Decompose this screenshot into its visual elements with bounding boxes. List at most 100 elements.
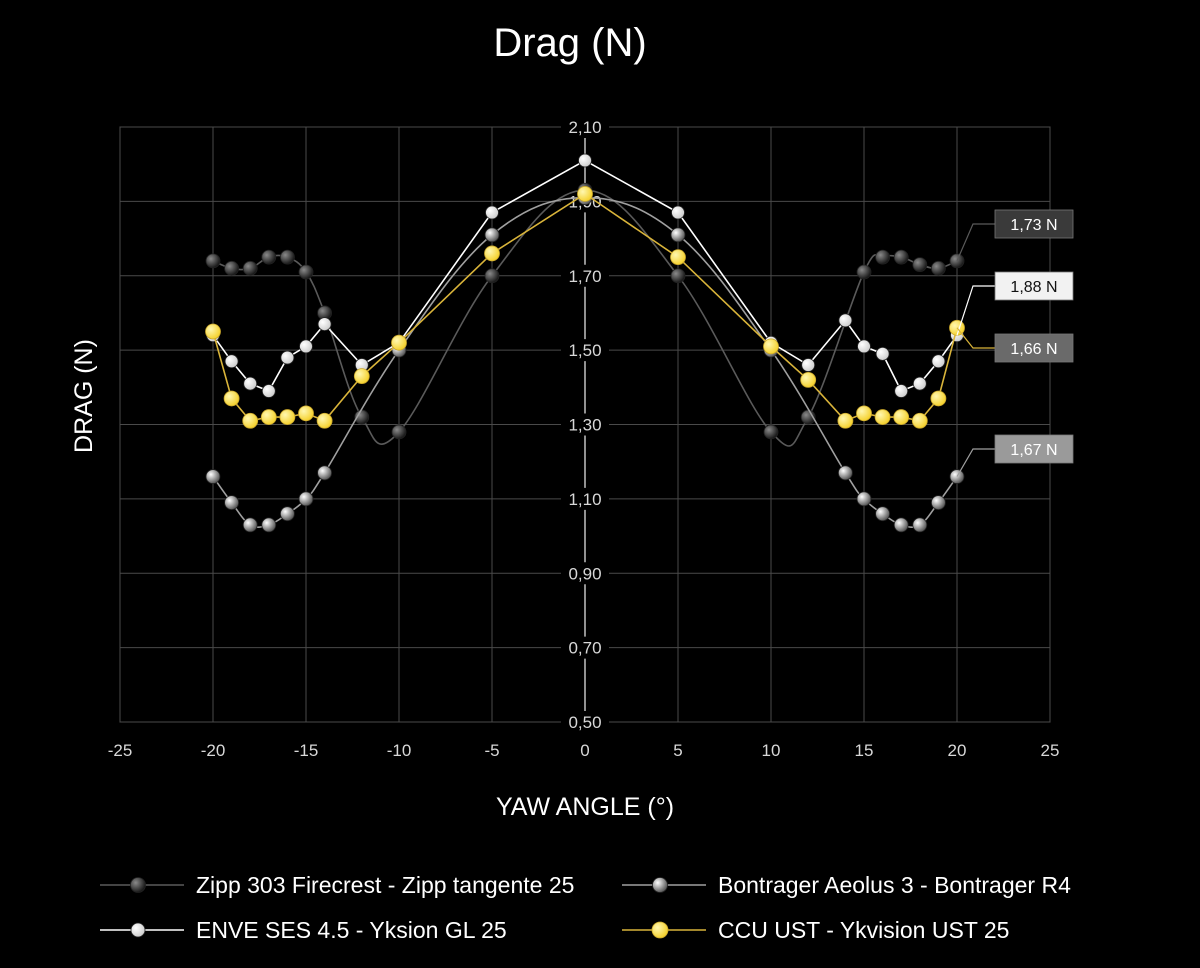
data-point — [875, 506, 890, 522]
end-label-leader — [956, 448, 995, 477]
legend-label: Zipp 303 Firecrest - Zipp tangente 25 — [196, 872, 574, 898]
series-layer — [205, 153, 965, 533]
legend-marker — [652, 877, 668, 893]
data-point — [224, 495, 240, 510]
data-point — [577, 186, 593, 202]
y-tick-label: 2,10 — [568, 118, 601, 137]
data-point — [838, 465, 853, 481]
data-point — [838, 313, 853, 328]
data-point — [875, 249, 890, 265]
legend: Zipp 303 Firecrest - Zipp tangente 25 Bon… — [100, 872, 1071, 943]
data-point — [875, 346, 890, 361]
y-tick-labels: 0,500,700,901,101,301,501,701,902,10 — [561, 116, 609, 733]
data-point — [893, 249, 909, 265]
data-point — [670, 227, 686, 243]
legend-item-4: CCU UST - Ykvision UST 25 — [622, 917, 1009, 943]
y-tick-label: 1,50 — [568, 341, 601, 360]
series-4 — [205, 186, 965, 429]
data-point — [298, 264, 314, 280]
legend-marker — [130, 922, 146, 938]
legend-label: Bontrager Aeolus 3 - Bontrager R4 — [718, 872, 1071, 898]
data-point — [316, 412, 333, 429]
end-label-text: 1,66 N — [1010, 341, 1057, 358]
data-point — [763, 424, 779, 440]
y-tick-label: 0,90 — [568, 564, 601, 583]
data-point — [242, 260, 258, 276]
y-tick-bg — [561, 636, 609, 659]
data-point — [223, 390, 240, 407]
data-point — [856, 491, 872, 507]
data-point — [800, 371, 817, 388]
y-axis-title: DRAG (N) — [70, 339, 98, 453]
x-tick-label: 15 — [855, 741, 874, 760]
end-label-leader — [956, 285, 995, 336]
data-point — [893, 409, 910, 425]
data-point — [912, 376, 927, 391]
data-point — [242, 412, 259, 429]
data-point — [837, 412, 854, 429]
x-tick-label: -5 — [484, 741, 499, 760]
data-point — [801, 358, 816, 372]
end-label-box — [994, 209, 1074, 239]
data-point — [317, 465, 333, 481]
y-tick-bg — [561, 711, 609, 733]
data-point — [931, 260, 946, 276]
legend-marker — [651, 921, 669, 939]
legend-label: CCU UST - Ykvision UST 25 — [718, 917, 1009, 943]
data-point — [894, 384, 909, 398]
data-point — [242, 517, 258, 533]
data-point — [243, 376, 258, 391]
data-point — [670, 268, 686, 284]
data-point — [484, 245, 500, 262]
y-tick-bg — [561, 339, 609, 362]
data-point — [205, 253, 221, 269]
data-point — [484, 227, 500, 243]
legend-item-2: Bontrager Aeolus 3 - Bontrager R4 — [622, 872, 1071, 898]
legend-marker — [130, 877, 146, 893]
data-point — [279, 249, 295, 265]
data-point — [261, 384, 276, 398]
data-point — [261, 249, 277, 265]
legend-label: ENVE SES 4.5 - Yksion GL 25 — [196, 917, 507, 943]
data-point — [893, 517, 909, 533]
data-point — [931, 354, 946, 369]
x-tick-labels: -25 -20 -15 -10 -5 0 5 10 15 20 25 — [108, 741, 1060, 760]
x-tick-label: 0 — [580, 741, 589, 760]
y-tick-bg — [561, 264, 609, 287]
end-label-box — [994, 434, 1074, 464]
x-tick-label: -10 — [387, 741, 412, 760]
x-tick-label: 5 — [673, 741, 682, 760]
series-2 — [205, 190, 965, 533]
data-point — [670, 249, 686, 266]
x-tick-label: -25 — [108, 741, 133, 760]
y-tick-bg — [561, 562, 609, 585]
data-point — [317, 317, 332, 331]
y-tick-bg — [561, 413, 609, 436]
end-label-leader — [956, 223, 995, 262]
legend-item-3: ENVE SES 4.5 - Yksion GL 25 — [100, 917, 507, 943]
data-point — [763, 338, 779, 355]
data-point — [261, 517, 277, 533]
data-point — [279, 506, 295, 522]
end-label-box — [994, 333, 1074, 363]
y-tick-label: 1,70 — [568, 267, 601, 286]
data-point — [856, 405, 872, 422]
x-tick-label: 20 — [948, 741, 967, 760]
data-point — [485, 205, 499, 220]
data-point — [856, 264, 872, 280]
x-tick-label: -20 — [201, 741, 226, 760]
y-tick-label: 1,10 — [568, 490, 601, 509]
x-axis-title: YAW ANGLE (°) — [496, 793, 674, 821]
legend-item-1: Zipp 303 Firecrest - Zipp tangente 25 — [100, 872, 574, 898]
end-label-text: 1,73 N — [1010, 217, 1057, 234]
data-point — [911, 412, 928, 429]
data-point — [930, 390, 947, 407]
data-point — [484, 268, 500, 284]
end-label-text: 1,67 N — [1010, 442, 1057, 459]
y-tick-label: 0,70 — [568, 639, 601, 658]
y-tick-label: 1,30 — [568, 416, 601, 435]
data-point — [280, 350, 295, 365]
data-point — [299, 339, 313, 354]
data-point — [205, 323, 221, 340]
